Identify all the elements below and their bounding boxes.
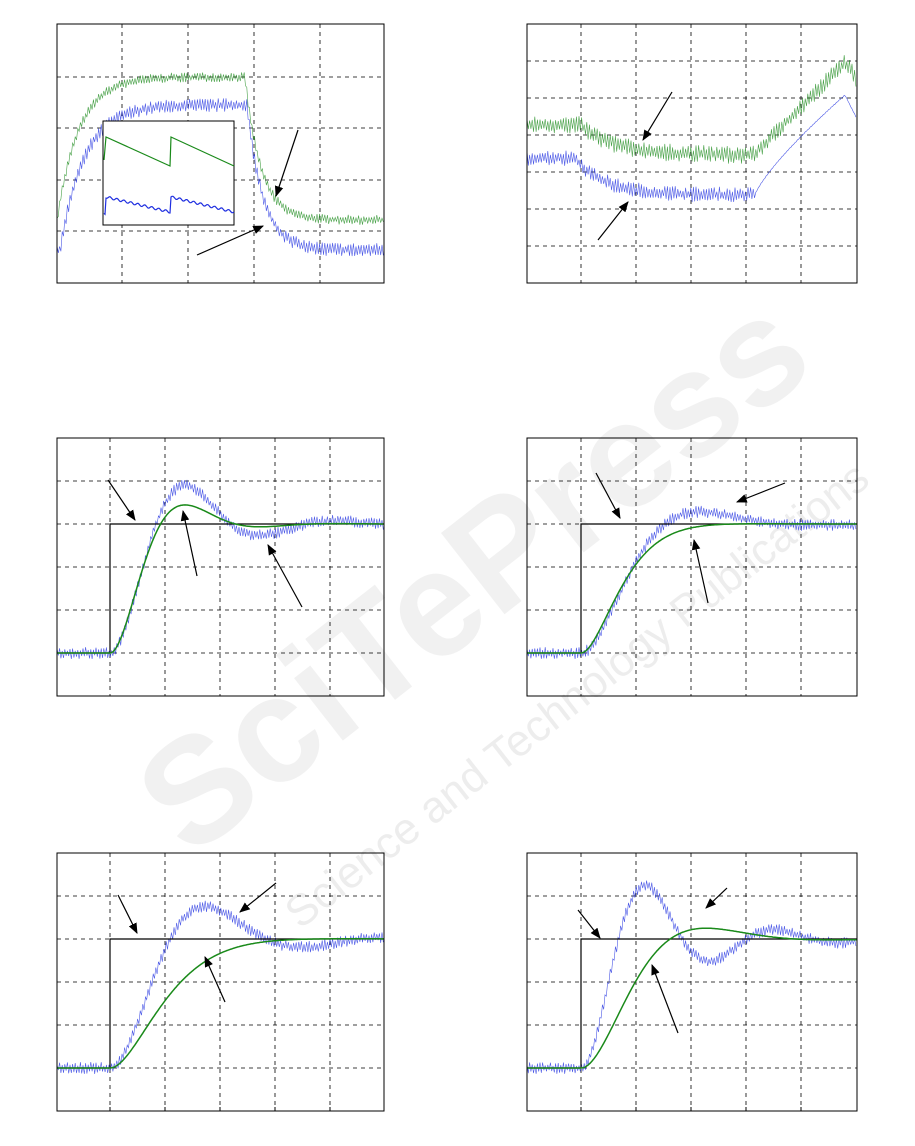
arrow: [705, 887, 728, 909]
noisy-trace: [527, 94, 857, 203]
arrow: [595, 472, 621, 519]
plot-area: [57, 72, 384, 257]
inset-trace: [103, 136, 235, 167]
noisy-trace: [57, 72, 384, 225]
arrow: [180, 509, 198, 577]
plot-panel: [56, 437, 385, 697]
arrow: [735, 482, 786, 503]
panels: [56, 23, 858, 1112]
plot-panel: [56, 852, 385, 1112]
reference-step: [57, 938, 384, 1069]
noisy-trace: [527, 55, 857, 164]
inset: [102, 120, 235, 226]
noisy-trace: [527, 880, 857, 1074]
plot-area: [57, 900, 384, 1075]
arrow: [196, 225, 264, 256]
plot-panel: [526, 852, 858, 1112]
plot-frame: [526, 852, 858, 1112]
arrow: [239, 882, 277, 913]
plot-frame: [56, 23, 385, 284]
arrow: [117, 894, 138, 934]
noisy-trace: [57, 98, 384, 257]
trace: [527, 927, 857, 1069]
trace: [57, 938, 384, 1069]
trace: [57, 504, 384, 654]
arrow: [274, 129, 299, 198]
arrow: [267, 544, 303, 608]
plot-panel: [526, 23, 858, 284]
plot-area: [527, 55, 857, 203]
plot-frame: [526, 23, 858, 284]
trace: [527, 523, 857, 654]
plot-area: [527, 505, 857, 659]
plot-area: [57, 479, 384, 659]
noisy-trace: [527, 505, 857, 659]
arrow: [642, 91, 673, 141]
inset-frame: [102, 120, 235, 226]
arrow: [204, 956, 226, 1003]
watermark: SciTePress Science and Technology Public…: [106, 262, 878, 938]
plot-frame: [526, 437, 858, 697]
arrow: [107, 479, 136, 521]
plot-area: [527, 880, 857, 1074]
arrow: [691, 538, 709, 604]
arrow: [597, 201, 629, 241]
reference-step: [527, 938, 857, 1069]
plot-panel: [526, 437, 858, 697]
arrow: [577, 909, 601, 939]
plot-frame: [56, 437, 385, 697]
inset-trace: [103, 195, 235, 216]
noisy-trace: [57, 900, 384, 1075]
arrow: [651, 963, 679, 1034]
plot-panel: [56, 23, 385, 284]
